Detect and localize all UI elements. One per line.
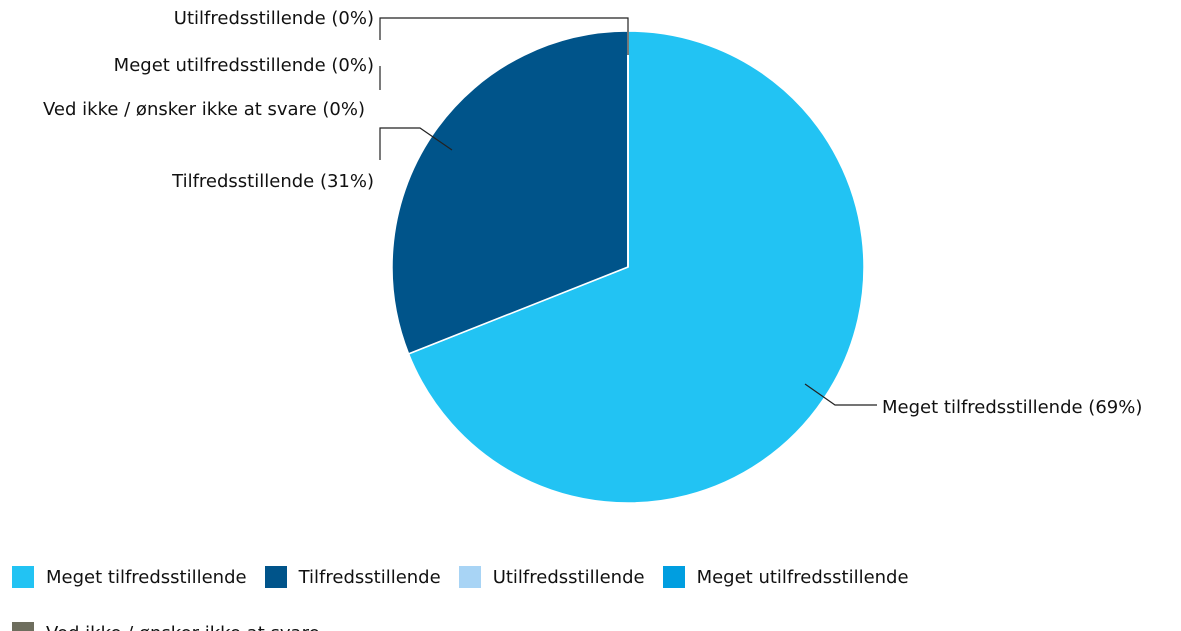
leader-line	[804, 383, 877, 406]
legend: Meget tilfredsstillende Tilfredsstillende…	[12, 565, 1112, 631]
data-label: Tilfredsstillende (31%)	[172, 171, 374, 192]
data-label: Utilfredsstillende (0%)	[173, 8, 374, 29]
leader-line	[379, 127, 453, 160]
legend-item: Ved ikke / ønsker ikke at svare	[12, 621, 320, 631]
legend-swatch	[264, 566, 287, 588]
data-label: Meget tilfredsstillende (69%)	[882, 397, 1143, 418]
legend-label: Ved ikke / ønsker ikke at svare	[46, 623, 320, 631]
legend-label: Utilfredsstillende	[492, 566, 645, 588]
legend-swatch	[458, 566, 481, 588]
pie-plot	[379, 17, 877, 504]
legend-item: Tilfredsstillende	[264, 565, 441, 589]
legend-label: Meget utilfredsstillende	[696, 566, 909, 588]
pie-slice	[407, 30, 865, 504]
data-label: Meget utilfredsstillende (0%)	[113, 55, 374, 76]
pie-slice	[391, 30, 629, 355]
data-label: Ved ikke / ønsker ikke at svare (0%)	[43, 99, 365, 120]
legend-label: Meget tilfredsstillende	[46, 566, 247, 588]
legend-swatch	[12, 566, 34, 588]
legend-item: Meget utilfredsstillende	[662, 565, 909, 589]
leader-line	[379, 17, 629, 55]
legend-item: Meget tilfredsstillende	[12, 565, 247, 589]
legend-item: Utilfredsstillende	[458, 565, 645, 589]
legend-swatch	[662, 566, 685, 588]
legend-swatch	[12, 622, 34, 631]
legend-label: Tilfredsstillende	[298, 566, 441, 588]
